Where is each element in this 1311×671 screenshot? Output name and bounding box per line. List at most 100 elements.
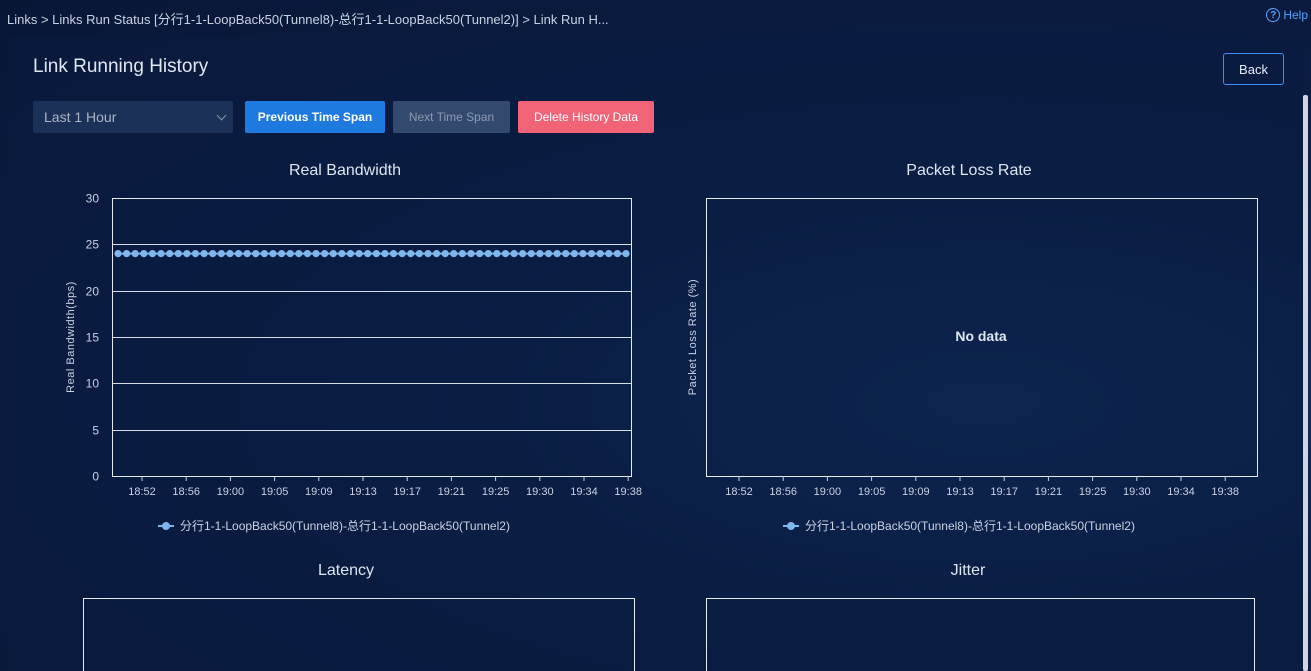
vertical-scrollbar[interactable] bbox=[1303, 95, 1308, 671]
x-tick-label: 19:25 bbox=[1079, 486, 1107, 498]
packet-loss-plot-frame bbox=[706, 198, 1258, 477]
back-button[interactable]: Back bbox=[1223, 53, 1284, 85]
x-tick-label: 19:00 bbox=[217, 486, 245, 498]
data-point bbox=[596, 250, 604, 258]
data-point bbox=[269, 250, 277, 258]
data-point bbox=[501, 250, 510, 258]
data-point bbox=[536, 250, 544, 258]
data-point bbox=[157, 250, 165, 258]
x-tick-label: 19:13 bbox=[349, 486, 377, 498]
y-tick-label: 10 bbox=[86, 377, 100, 391]
help-circle-icon: ? bbox=[1266, 8, 1281, 22]
data-point bbox=[140, 250, 148, 258]
data-point bbox=[355, 250, 363, 258]
x-tick-label: 19:17 bbox=[393, 486, 421, 498]
data-point bbox=[200, 250, 208, 258]
data-point bbox=[519, 250, 527, 258]
data-point bbox=[398, 250, 406, 258]
data-point bbox=[587, 250, 596, 258]
data-point bbox=[234, 250, 243, 258]
data-point bbox=[372, 250, 380, 258]
breadcrumb[interactable]: Links > Links Run Status [分行1-1-LoopBack… bbox=[7, 12, 609, 27]
bandwidth-legend[interactable]: 分行1-1-LoopBack50(Tunnel8)-总行1-1-LoopBack… bbox=[158, 517, 510, 534]
x-tick-label: 18:52 bbox=[128, 486, 156, 498]
data-point bbox=[407, 250, 415, 258]
x-tick-label: 19:30 bbox=[1123, 486, 1151, 498]
data-point bbox=[174, 250, 182, 258]
main-panel bbox=[9, 37, 1303, 671]
legend-swatch bbox=[158, 521, 174, 530]
data-point bbox=[338, 250, 346, 258]
data-point bbox=[123, 250, 131, 258]
data-point bbox=[527, 250, 535, 258]
legend-label: 分行1-1-LoopBack50(Tunnel8)-总行1-1-LoopBack… bbox=[180, 519, 510, 533]
x-tick-label: 19:25 bbox=[482, 486, 510, 498]
no-data-text: No data bbox=[955, 328, 1007, 344]
data-point bbox=[217, 250, 225, 258]
data-point bbox=[476, 250, 484, 258]
packet-loss-legend[interactable]: 分行1-1-LoopBack50(Tunnel8)-总行1-1-LoopBack… bbox=[783, 517, 1135, 534]
data-point bbox=[277, 250, 286, 258]
x-tick-label: 18:56 bbox=[769, 486, 797, 498]
x-tick-label: 18:56 bbox=[172, 486, 200, 498]
data-point bbox=[544, 250, 553, 258]
x-tick-label: 19:00 bbox=[814, 486, 842, 498]
data-point bbox=[389, 250, 398, 258]
legend-swatch bbox=[783, 521, 799, 530]
data-point bbox=[484, 250, 492, 258]
x-tick-label: 19:21 bbox=[1035, 486, 1063, 498]
next-time-span-button[interactable]: Next Time Span bbox=[393, 101, 510, 133]
data-point bbox=[131, 250, 139, 258]
data-point bbox=[312, 250, 320, 258]
y-tick-label: 25 bbox=[86, 238, 100, 252]
data-point bbox=[424, 250, 432, 258]
data-point bbox=[458, 250, 467, 258]
data-point bbox=[605, 250, 613, 258]
page-title: Link Running History bbox=[33, 56, 209, 77]
data-point bbox=[183, 250, 191, 258]
data-point bbox=[441, 250, 449, 258]
x-tick-label: 19:13 bbox=[946, 486, 974, 498]
top-bar: Links > Links Run Status [分行1-1-LoopBack… bbox=[0, 0, 1311, 34]
data-point bbox=[364, 250, 372, 258]
data-point bbox=[450, 250, 458, 258]
data-point bbox=[303, 250, 312, 258]
data-point bbox=[415, 250, 423, 258]
y-tick-label: 15 bbox=[86, 331, 100, 345]
help-link[interactable]: ? Help bbox=[1266, 8, 1308, 22]
x-tick-label: 19:17 bbox=[990, 486, 1018, 498]
time-range-select[interactable]: Last 1 Hour bbox=[33, 101, 233, 133]
data-point bbox=[493, 250, 501, 258]
y-axis-label: Real Bandwidth(bps) bbox=[65, 281, 77, 393]
data-point bbox=[148, 250, 157, 258]
x-tick-label: 18:52 bbox=[725, 486, 753, 498]
x-tick-label: 19:30 bbox=[526, 486, 554, 498]
latency-plot-frame bbox=[83, 598, 635, 671]
y-tick-label: 0 bbox=[92, 470, 99, 484]
data-point bbox=[260, 250, 268, 258]
packet-loss-chart-title: Packet Loss Rate bbox=[906, 162, 1032, 179]
y-axis-label: Packet Loss Rate (%) bbox=[687, 279, 699, 395]
data-point bbox=[467, 250, 475, 258]
x-tick-label: 19:09 bbox=[305, 486, 333, 498]
data-point bbox=[252, 250, 260, 258]
delete-history-data-button[interactable]: Delete History Data bbox=[518, 101, 654, 133]
time-range-value: Last 1 Hour bbox=[44, 109, 117, 125]
data-point bbox=[381, 250, 389, 258]
data-point bbox=[321, 250, 329, 258]
data-point bbox=[346, 250, 355, 258]
latency-chart-title: Latency bbox=[317, 562, 375, 579]
data-point bbox=[553, 250, 561, 258]
x-tick-label: 19:38 bbox=[1211, 486, 1239, 498]
data-point bbox=[562, 250, 570, 258]
previous-time-span-button[interactable]: Previous Time Span bbox=[245, 101, 385, 133]
x-tick-label: 19:38 bbox=[614, 486, 642, 498]
y-tick-label: 30 bbox=[86, 192, 100, 206]
data-point bbox=[622, 250, 630, 258]
data-point bbox=[286, 250, 294, 258]
data-point bbox=[243, 250, 251, 258]
jitter-chart-title: Jitter bbox=[950, 562, 986, 579]
legend-label: 分行1-1-LoopBack50(Tunnel8)-总行1-1-LoopBack… bbox=[805, 519, 1135, 533]
data-point bbox=[570, 250, 578, 258]
